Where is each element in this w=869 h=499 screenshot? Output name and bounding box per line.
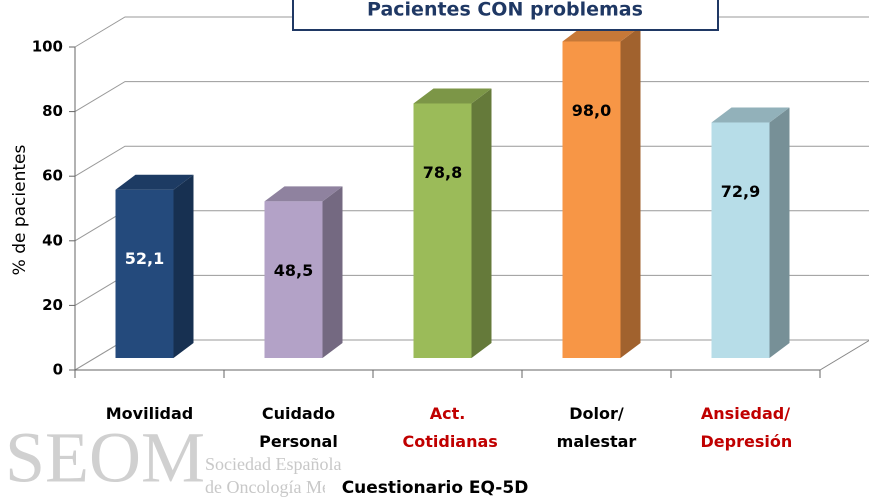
y-tick-label: 40 — [42, 231, 63, 249]
bar-side — [322, 186, 343, 358]
value-label: 48,5 — [274, 261, 313, 280]
y-axis-label: % de pacientes — [10, 145, 30, 276]
value-label: 52,1 — [125, 249, 164, 268]
value-label: 98,0 — [572, 101, 611, 120]
y-tick-label: 0 — [53, 361, 63, 379]
x-tick-label: Act. Cotidianas — [402, 404, 498, 451]
chart-title: Pacientes CON problemas — [367, 0, 643, 21]
bar-top — [264, 186, 343, 202]
watermark-logo: SEOM — [5, 418, 205, 498]
bar-top — [711, 107, 790, 123]
bar-side — [173, 174, 194, 358]
y-tick-label: 80 — [42, 102, 63, 120]
bar — [711, 122, 770, 359]
bar-top — [413, 88, 492, 104]
x-tick-label: Cuidado Personal — [259, 404, 338, 451]
value-label: 72,9 — [721, 182, 760, 201]
x-tick-label: Movilidad — [105, 404, 194, 423]
x-label-bg — [325, 477, 545, 499]
bar-side — [769, 107, 790, 359]
x-tick-label: Ansiedad/ Depresión — [700, 404, 793, 451]
bar-top — [115, 174, 194, 190]
bar-side — [471, 88, 492, 358]
x-tick-label: Dolor/ malestar — [556, 404, 637, 451]
watermark-text: de Oncología Médica — [205, 477, 360, 497]
bar-side — [620, 26, 641, 359]
watermark-text: Sociedad Española — [205, 454, 341, 474]
value-label: 78,8 — [423, 163, 462, 182]
y-tick-label: 60 — [42, 167, 63, 185]
x-axis-label: Cuestionario EQ-5D — [342, 478, 529, 498]
title-box — [292, 0, 719, 31]
bar — [264, 201, 323, 358]
y-tick-label: 100 — [32, 38, 63, 56]
y-tick-label: 20 — [42, 296, 63, 314]
bar — [115, 189, 174, 358]
bar — [413, 103, 472, 358]
bar — [562, 41, 621, 359]
